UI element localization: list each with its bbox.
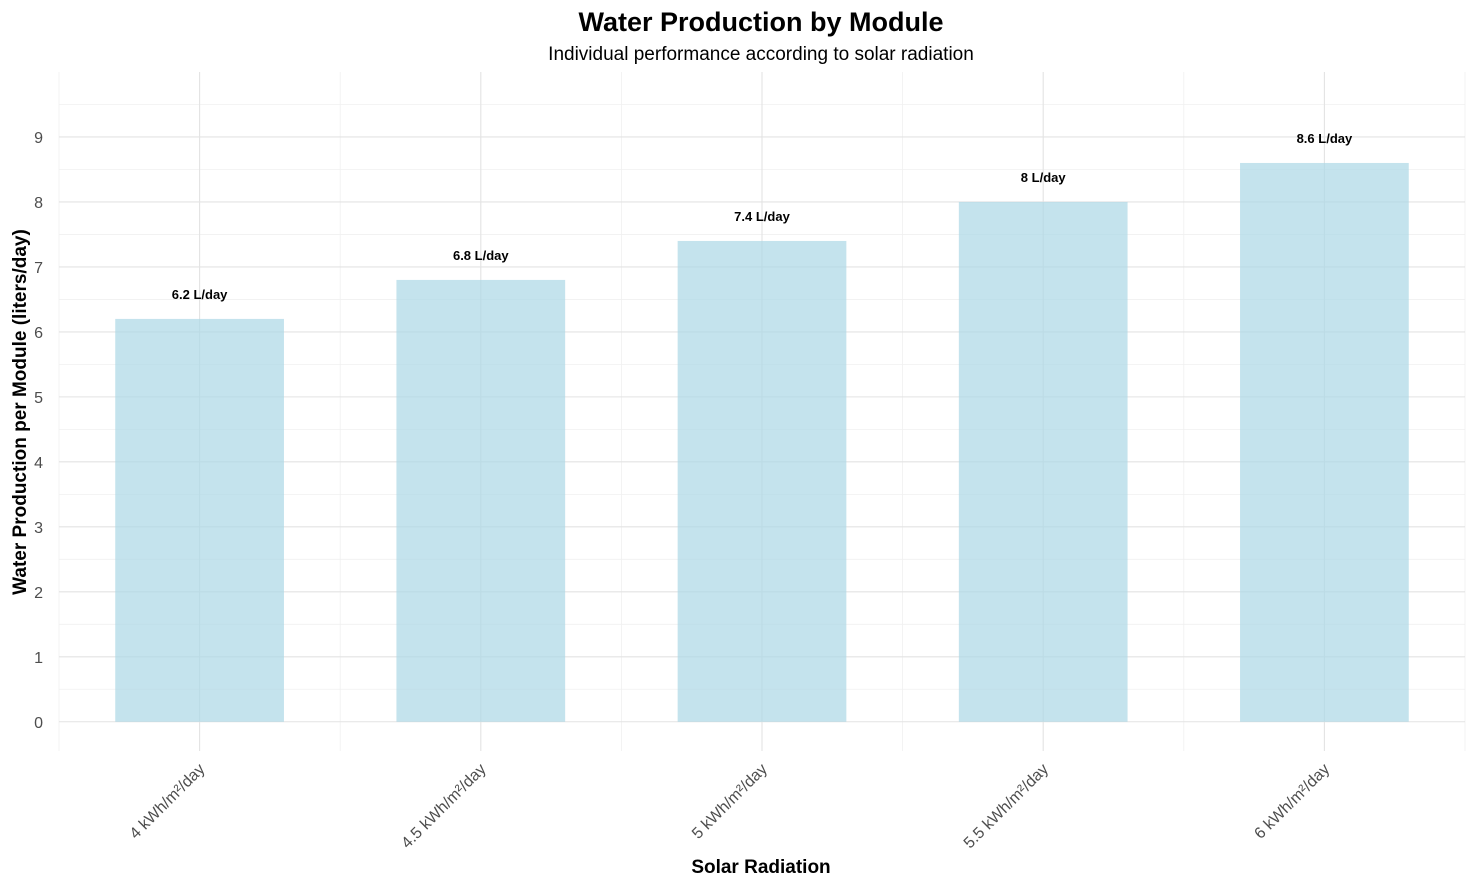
y-tick-label: 2 [34, 585, 43, 602]
x-axis-title: Solar Radiation [691, 857, 830, 878]
x-tick-label: 4 kWh/m²/day [127, 761, 209, 843]
bar-value-label: 6.8 L/day [453, 248, 509, 263]
y-tick-label: 4 [34, 455, 43, 472]
bar [115, 318, 284, 722]
y-tick-label: 0 [34, 715, 43, 732]
y-tick-label: 9 [34, 130, 43, 147]
bar-value-label: 8 L/day [1021, 170, 1067, 185]
y-axis-title: Water Production per Module (liters/day) [10, 229, 31, 595]
chart-subtitle: Individual performance according to sola… [548, 44, 974, 65]
x-tick-label: 6 kWh/m²/day [1251, 761, 1333, 843]
data-labels: 6.2 L/day 6.8 L/day 7.4 L/day 8 L/day 8.6 L/… [172, 131, 1353, 302]
bar-value-label: 6.2 L/day [172, 287, 228, 302]
y-tick-label: 6 [34, 325, 43, 342]
bar [1240, 162, 1409, 722]
bar-value-label: 8.6 L/day [1297, 131, 1353, 146]
y-tick-label: 5 [34, 390, 43, 407]
bars [115, 162, 1409, 722]
y-tick-label: 7 [34, 260, 43, 277]
x-tick-label: 4.5 kWh/m²/day [398, 761, 489, 852]
chart-title: Water Production by Module [578, 7, 943, 37]
bar [677, 240, 847, 722]
x-axis-ticks: 4 kWh/m²/day 4.5 kWh/m²/day 5 kWh/m²/day 5.… [127, 761, 1334, 852]
y-tick-label: 3 [34, 520, 43, 537]
y-axis-ticks: 0 1 2 3 4 5 6 7 8 9 [34, 130, 43, 732]
y-tick-label: 1 [34, 650, 43, 667]
bar-value-label: 7.4 L/day [734, 209, 790, 224]
x-tick-label: 5.5 kWh/m²/day [961, 761, 1052, 852]
y-tick-label: 8 [34, 195, 43, 212]
bar [396, 279, 566, 722]
bar [958, 201, 1128, 722]
x-tick-label: 5 kWh/m²/day [689, 761, 771, 843]
